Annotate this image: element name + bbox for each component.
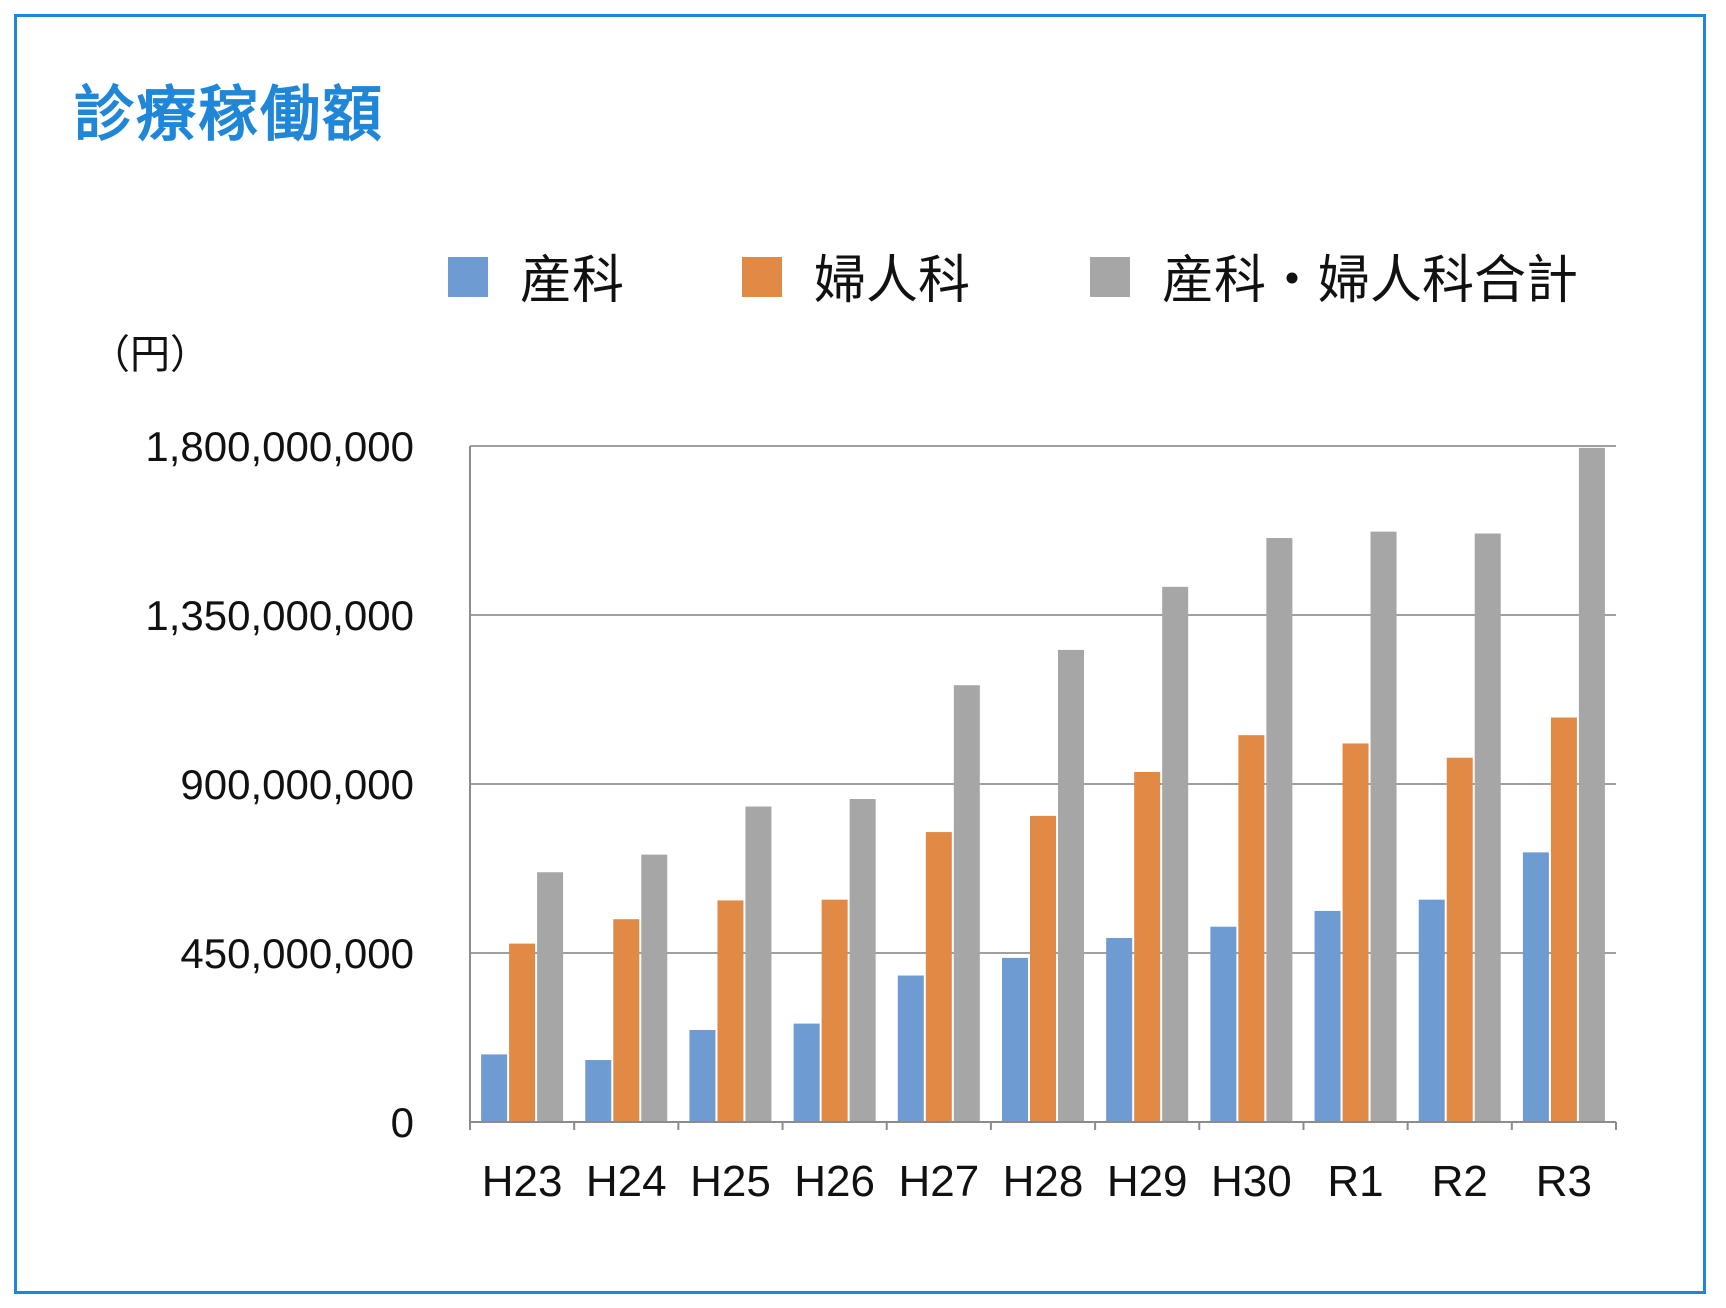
x-tick-label: R2 [1432, 1157, 1488, 1206]
x-tick-label: R1 [1327, 1157, 1383, 1206]
bar-婦人科-H29 [1134, 771, 1161, 1122]
bar-産科・婦人科合計-H23 [537, 872, 564, 1122]
bar-産科-H28 [1002, 957, 1028, 1122]
legend-swatch [448, 257, 488, 297]
bar-産科・婦人科合計-H30 [1266, 538, 1293, 1122]
bar-産科・婦人科合計-R3 [1578, 447, 1605, 1122]
legend-label: 産科・婦人科合計 [1162, 251, 1578, 311]
axes [469, 446, 1617, 1130]
bar-産科-H24 [585, 1060, 612, 1122]
bar-婦人科-R1 [1342, 743, 1369, 1122]
bars [481, 447, 1605, 1122]
x-tick-label: H27 [898, 1157, 979, 1206]
tick-labels: 0 450,000,000 900,000,000 1,350,000,000 1,80… [145, 423, 1592, 1206]
legend-swatch [742, 257, 782, 297]
bar-産科-H29 [1106, 937, 1133, 1122]
x-tick-label: H30 [1211, 1157, 1292, 1206]
bar-婦人科-H23 [509, 943, 536, 1122]
x-tick-label: R3 [1536, 1157, 1592, 1206]
bar-産科-R3 [1522, 852, 1549, 1122]
bar-産科・婦人科合計-H27 [953, 685, 980, 1122]
bar-産科-H26 [793, 1023, 820, 1122]
chart-title: 診療稼働額 [74, 80, 384, 150]
y-axis-unit-label: （円） [90, 332, 210, 378]
y-tick-label: 900,000,000 [180, 761, 414, 808]
bar-婦人科-H26 [821, 899, 848, 1122]
legend-swatch [1090, 257, 1130, 297]
bar-産科・婦人科合計-H29 [1162, 586, 1189, 1122]
bar-産科-H30 [1210, 926, 1237, 1122]
bar-婦人科-H24 [613, 919, 640, 1122]
bar-婦人科-R3 [1550, 717, 1577, 1122]
bar-産科-H25 [689, 1029, 716, 1122]
x-tick-label: H28 [1003, 1157, 1084, 1206]
x-tick-label: H29 [1107, 1157, 1188, 1206]
y-tick-label: 1,800,000,000 [145, 423, 414, 470]
bar-産科・婦人科合計-H26 [849, 799, 876, 1122]
y-tick-label: 1,350,000,000 [145, 592, 414, 639]
bar-婦人科-H25 [717, 900, 744, 1122]
bar-産科・婦人科合計-H24 [641, 854, 668, 1122]
bar-産科-H27 [897, 975, 924, 1122]
bar-産科・婦人科合計-H25 [745, 806, 772, 1122]
y-tick-label: 450,000,000 [180, 930, 414, 977]
x-tick-label: H24 [586, 1157, 667, 1206]
bar-婦人科-H28 [1030, 815, 1056, 1122]
x-tick-label: H26 [794, 1157, 875, 1206]
chart-legend: 産科 婦人科 産科・婦人科合計 [448, 251, 1578, 311]
bar-産科・婦人科合計-R1 [1370, 531, 1397, 1122]
bar-産科・婦人科合計-R2 [1474, 533, 1501, 1122]
bar-婦人科-R2 [1446, 757, 1473, 1122]
legend-label: 産科 [520, 251, 624, 311]
bar-産科-R2 [1418, 899, 1445, 1122]
bar-産科-R1 [1314, 910, 1341, 1122]
bar-婦人科-H30 [1238, 735, 1265, 1122]
bar-婦人科-H27 [925, 832, 952, 1122]
bar-産科-H23 [481, 1054, 508, 1122]
bar-産科・婦人科合計-H28 [1058, 649, 1084, 1122]
x-tick-label: H25 [690, 1157, 771, 1206]
legend-label: 婦人科 [814, 251, 970, 311]
x-tick-label: H23 [482, 1157, 563, 1206]
y-tick-label: 0 [391, 1099, 414, 1146]
